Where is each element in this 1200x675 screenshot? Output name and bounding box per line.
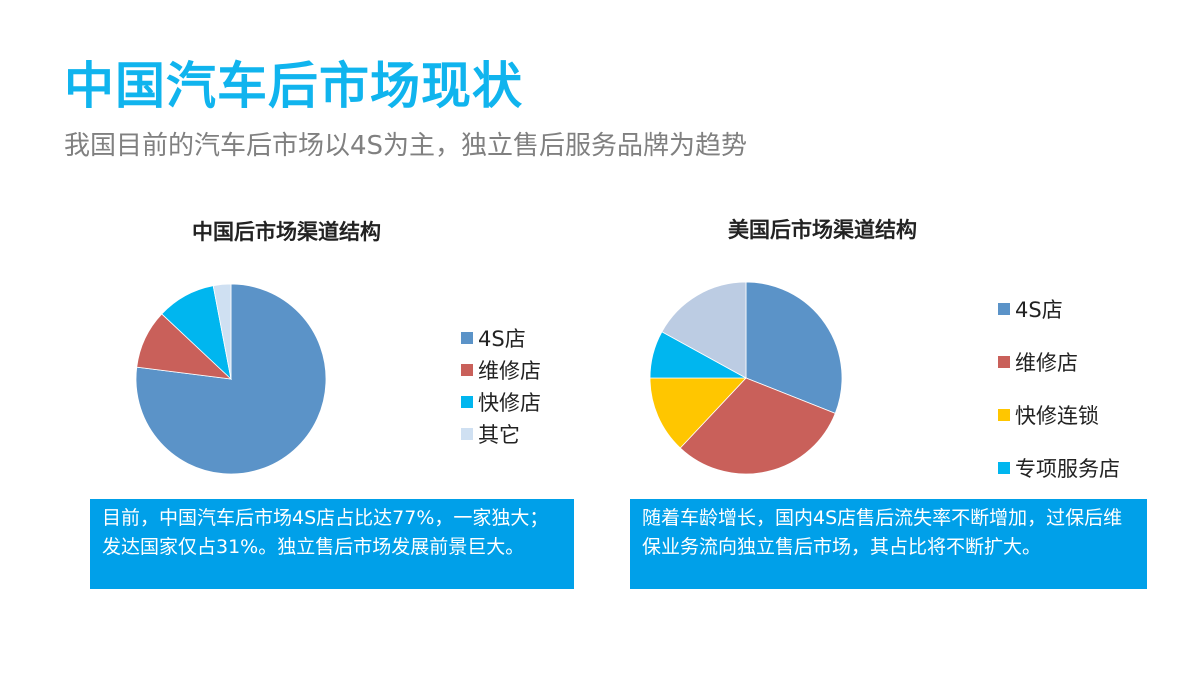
us-pie-chart [649,281,843,475]
legend-label: 维修店 [478,359,541,383]
legend-label: 维修店 [1015,350,1078,375]
legend-swatch [461,396,473,408]
us-chart-title: 美国后市场渠道结构 [728,218,917,242]
legend-item-4s: 4S店 [998,282,1120,335]
legend-item-quick-repair-chain: 快修连锁 [998,388,1120,441]
china-summary-box: 目前，中国汽车后市场4S店占比达77%，一家独大；发达国家仅占31%。独立售后市… [90,499,574,589]
legend-swatch [998,408,1010,421]
us-summary-box: 随着车龄增长，国内4S店售后流失率不断增加，过保后维保业务流向独立售后市场，其占… [630,499,1147,589]
legend-swatch [998,355,1010,368]
legend-item-4s: 4S店 [461,322,541,354]
legend-item-repair-shop: 维修店 [461,354,541,386]
legend-swatch [461,428,473,440]
legend-label: 4S店 [1015,297,1063,322]
pie-slice [212,283,232,380]
legend-item-repair-shop: 维修店 [998,335,1120,388]
legend-label: 快修连锁 [1015,403,1099,428]
china-chart-title: 中国后市场渠道结构 [192,220,381,244]
slide-subtitle: 我国目前的汽车后市场以4S为主，独立售后服务品牌为趋势 [64,131,748,161]
pie-slice [649,377,747,449]
legend-swatch [998,302,1010,315]
legend-swatch [998,461,1010,474]
legend-swatch [461,364,473,376]
legend-label: 专项服务店 [1015,456,1120,481]
legend-label: 4S店 [478,327,526,351]
pie-slice [679,377,836,475]
legend-label: 其它 [478,423,520,447]
legend-item-other: 其它 [461,418,541,450]
us-chart-legend: 4S店 维修店 快修连锁 专项服务店 [998,282,1120,494]
legend-swatch [461,332,473,344]
legend-item-specialty-service: 专项服务店 [998,441,1120,494]
slide-title: 中国汽车后市场现状 [64,57,523,115]
china-chart-legend: 4S店 维修店 快修店 其它 [461,322,541,450]
pie-slice [661,281,747,379]
pie-slice [745,281,843,414]
legend-label: 快修店 [478,391,541,415]
china-pie-chart [135,283,327,475]
legend-item-quick-repair: 快修店 [461,386,541,418]
